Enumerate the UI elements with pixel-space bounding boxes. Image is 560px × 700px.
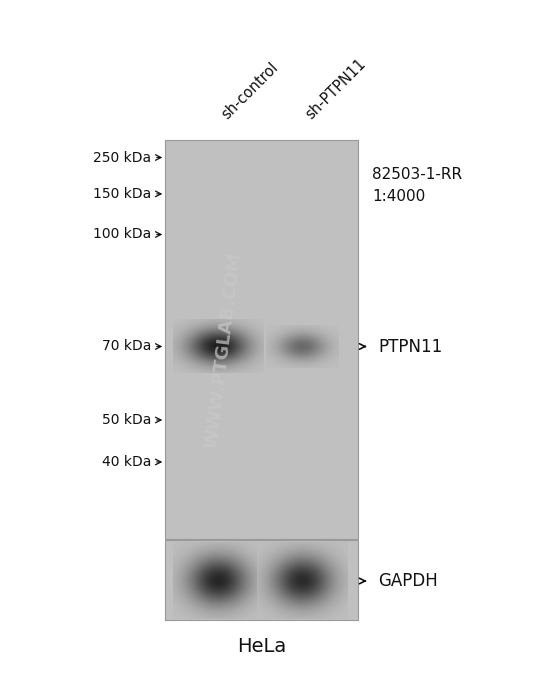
Bar [165,540,358,620]
Bar [165,140,358,539]
Text: sh-control: sh-control [218,60,281,122]
Text: PTPN11: PTPN11 [378,337,442,356]
Text: GAPDH: GAPDH [378,572,438,590]
Text: 70 kDa: 70 kDa [102,340,151,354]
Text: 250 kDa: 250 kDa [93,150,151,164]
Text: 150 kDa: 150 kDa [93,187,151,201]
Text: 100 kDa: 100 kDa [93,228,151,241]
Text: sh-PTPN11: sh-PTPN11 [302,57,368,122]
Text: 40 kDa: 40 kDa [102,455,151,469]
Text: 82503-1-RR
1:4000: 82503-1-RR 1:4000 [372,167,463,204]
Text: HeLa: HeLa [237,637,286,657]
Text: WWW.PTGLAB.COM: WWW.PTGLAB.COM [203,251,245,449]
Text: 50 kDa: 50 kDa [102,413,151,427]
